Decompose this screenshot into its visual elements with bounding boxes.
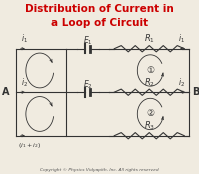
Text: $i_1$: $i_1$ (21, 33, 28, 45)
Text: $i_1$: $i_1$ (178, 33, 185, 45)
Text: $i_2$: $i_2$ (178, 76, 185, 89)
Text: Distribution of Current in: Distribution of Current in (25, 4, 174, 14)
Text: ②: ② (146, 109, 154, 118)
Text: $E_2$: $E_2$ (83, 78, 92, 91)
Text: A: A (1, 87, 9, 97)
Text: ①: ① (146, 66, 154, 75)
Text: B: B (192, 87, 199, 97)
Text: $R_2$: $R_2$ (144, 76, 155, 89)
Text: $R_1$: $R_1$ (144, 33, 155, 45)
Text: $i_2$: $i_2$ (21, 76, 28, 89)
Text: Copyright © Physics Vidyapith, Inc. All rights reserved: Copyright © Physics Vidyapith, Inc. All … (40, 168, 159, 172)
Text: $R_3$: $R_3$ (144, 120, 155, 132)
Text: a Loop of Circuit: a Loop of Circuit (51, 18, 148, 28)
Text: $E_1$: $E_1$ (83, 35, 92, 47)
Text: $(i_1+i_2)$: $(i_1+i_2)$ (18, 141, 41, 150)
